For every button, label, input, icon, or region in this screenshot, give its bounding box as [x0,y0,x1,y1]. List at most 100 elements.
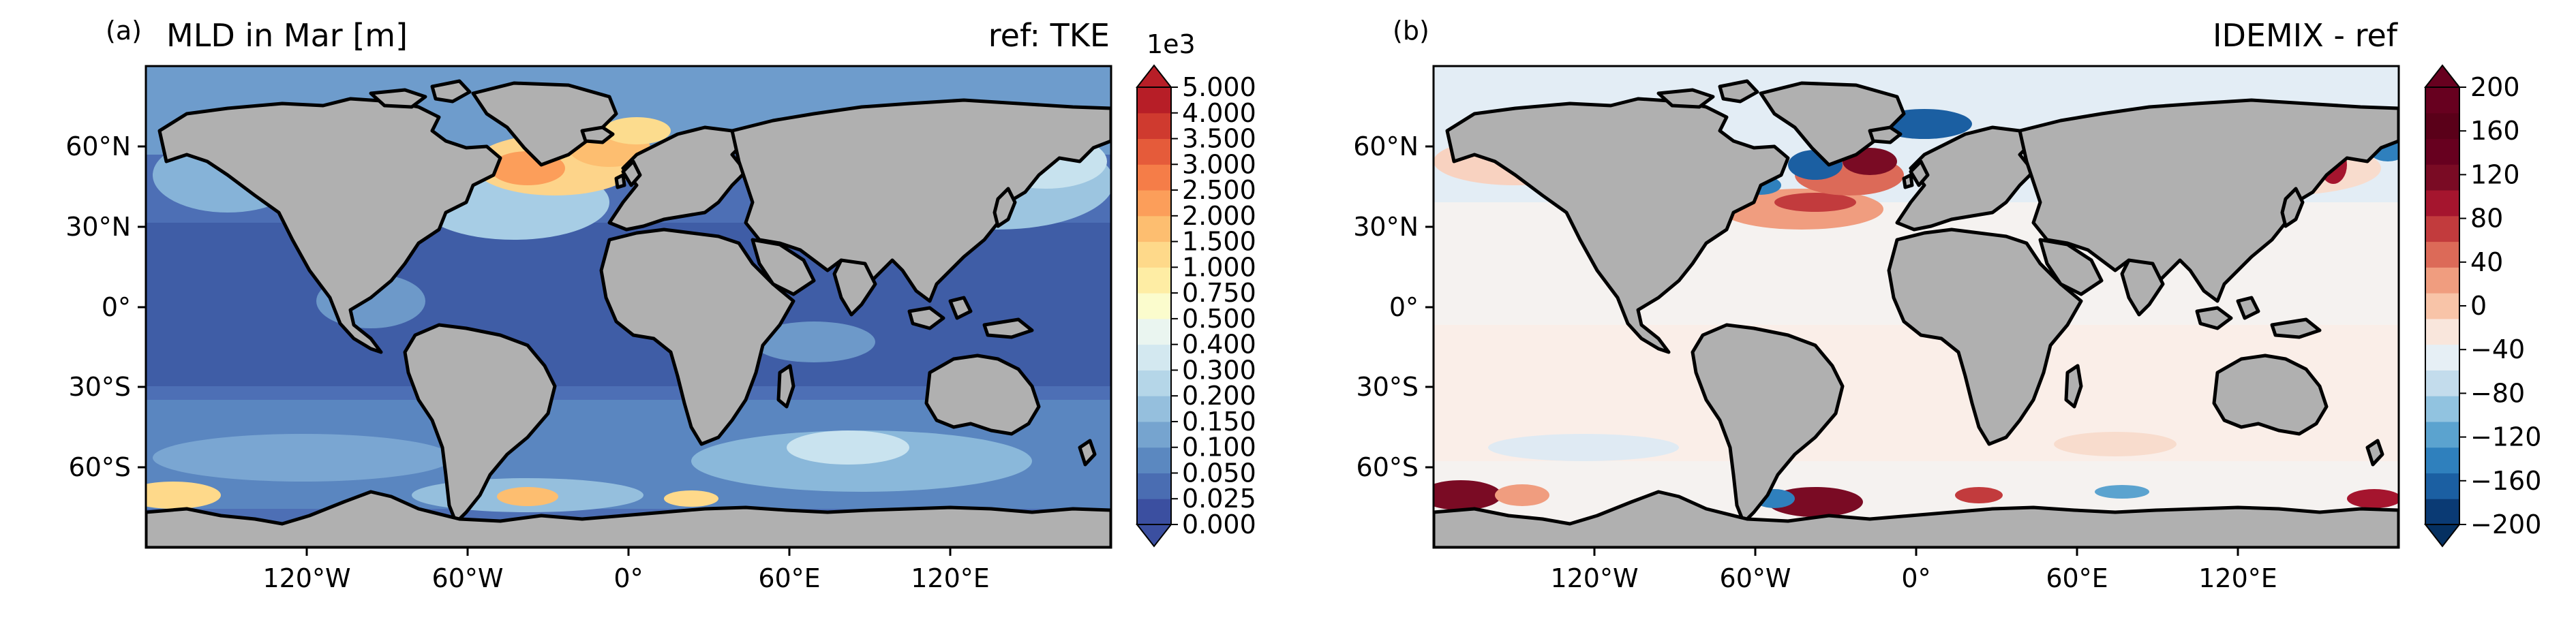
panel-a-colorbar-tick-label: 0.100 [1182,433,1256,462]
panel-a-y-tick: 60°S [69,452,131,482]
panel-b-colorbar-tick-label: 80 [2470,204,2503,234]
panel-a-x-tick: 60°E [758,563,820,593]
panel-a-x-tick: 120°W [262,563,350,593]
panel-b-colorbar-tick-label: 160 [2470,116,2520,146]
panel-a-colorbar-segment [1137,396,1171,422]
panel-b-x-tick: 120°E [2198,563,2277,593]
panel-a-colorbar-segment [1137,473,1171,499]
panel-b-colorbar-segment [2425,138,2459,165]
panel-a-colorbar-tick-label: 0.750 [1182,278,1256,308]
panel-a-colorbar-segment [1137,241,1171,268]
panel-a-y-tick: 30°N [65,212,131,242]
panel-a-colorbar-segment [1137,344,1171,371]
panel-b-colorbar-segment [2425,215,2459,242]
panel-a-colorbar-segment [1137,87,1171,114]
panel-b-colorbar-segment [2425,499,2459,525]
panel-b-y-tick: 30°N [1353,212,1419,242]
panel-a-colorbar-segment [1137,499,1171,525]
panel-a-colorbar-segment [1137,318,1171,345]
panel-b-x-tick: 0° [1901,563,1930,593]
panel-a-colorbar-tick-label: 0.200 [1182,381,1256,411]
panel-a-colorbar-segment [1137,215,1171,242]
panel-b-label: (b) [1393,16,1429,46]
panel-a-colorbar-segment [1137,370,1171,396]
panel-a-colorbar-tick-label: 0.300 [1182,355,1256,385]
panel-a-label: (a) [106,16,142,46]
panel-a: (a) MLD in Mar [m] ref: TKE [65,16,1256,593]
panel-b-y-tick: 0° [1389,292,1419,322]
panel-a-colorbar-segment [1137,190,1171,217]
panel-a-colorbar-tick-label: 5.000 [1182,72,1256,102]
panel-a-y-tick: 0° [102,292,131,322]
panel-a-colorbar-tick-label: 0.150 [1182,407,1256,437]
panel-b-colorbar-segment [2425,164,2459,191]
panel-a-x-axis: 120°W 60°W 0° 60°E 120°E [262,548,990,593]
panel-b-colorbar-segment [2425,447,2459,473]
panel-a-x-tick: 0° [613,563,643,593]
panel-b-colorbar-tick-label: 0 [2470,291,2487,321]
panel-b-colorbar-tick-label: −120 [2470,422,2541,452]
panel-b-colorbar-segment [2425,190,2459,217]
panel-a-colorbar-extend-low [1135,524,1173,548]
panel-a-colorbar-segment [1137,138,1171,165]
panel-a-colorbar-tick-label: 3.000 [1182,149,1256,179]
panel-b-y-tick: 60°S [1357,452,1419,482]
panel-b-map [1434,66,2399,548]
panel-b-colorbar: −200 −160 −120 −80 −40 0 40 80 120 160 200 [2423,64,2541,548]
panel-b-colorbar-segment [2425,112,2459,140]
panel-b-colorbar-tick-label: −160 [2470,466,2541,496]
panel-a-title-right: ref: TKE [988,17,1110,54]
panel-b-colorbar-extend-low [2423,524,2461,548]
panel-a-colorbar-extend-high [1135,64,1173,88]
panel-b-colorbar-segment [2425,473,2459,499]
panel-b-x-axis: 120°W 60°W 0° 60°E 120°E [1550,548,2277,593]
panel-a-colorbar-segment [1137,447,1171,473]
panel-a-y-axis: 60°N 30°N 0° 30°S 60°S [65,131,146,482]
panel-a-title-left: MLD in Mar [m] [166,17,408,54]
panel-a-colorbar-tick-label: 0.025 [1182,484,1256,514]
panel-b-colorbar-segment [2425,370,2459,396]
panel-a-colorbar-tick-label: 2.500 [1182,175,1256,205]
panel-b-colorbar-tick-label: 200 [2470,72,2520,102]
panel-b-y-tick: 30°S [1357,372,1419,402]
panel-b-colorbar-segment [2425,344,2459,371]
panel-a-colorbar-tick-label: 0.050 [1182,458,1256,488]
panel-b-y-axis: 60°N 30°N 0° 30°S 60°S [1353,131,1434,482]
panel-b-colorbar-tick-label: 40 [2470,247,2503,277]
panel-b-x-tick: 120°W [1550,563,1638,593]
panel-b-colorbar-tick-label: −40 [2470,334,2525,364]
panel-a-colorbar-segment [1137,112,1171,140]
panel-b-colorbar-segment [2425,87,2459,114]
panel-a-colorbar-tick-label: 1.500 [1182,227,1256,257]
panel-b-y-tick: 60°N [1353,131,1419,161]
panel-a-colorbar-tick-label: 2.000 [1182,201,1256,231]
panel-a-colorbar-tick-label: 0.400 [1182,330,1256,360]
panel-b-colorbar-extend-high [2423,64,2461,88]
panel-b-colorbar-segment [2425,421,2459,448]
panel-a-colorbar: 1e3 0.0000.0250.0500.1000.1500.2000.3000… [1135,29,1256,548]
panel-a-y-tick: 30°S [69,372,131,402]
panel-a-colorbar-segment [1137,267,1171,294]
panel-a-colorbar-tick-label: 0.000 [1182,509,1256,539]
panel-b-colorbar-segment [2425,293,2459,319]
panel-b: (b) IDEMIX - ref [1353,16,2541,593]
panel-a-colorbar-offset: 1e3 [1147,29,1196,59]
panel-b-x-tick: 60°E [2046,563,2108,593]
panel-b-colorbar-segment [2425,241,2459,268]
panel-a-map [146,66,1111,548]
panel-b-colorbar-segment [2425,396,2459,422]
panel-a-colorbar-tick-label: 3.500 [1182,124,1256,154]
panel-a-colorbar-tick-label: 1.000 [1182,252,1256,282]
panel-a-colorbar-segment [1137,293,1171,319]
panel-b-title-right: IDEMIX - ref [2213,17,2399,54]
panel-b-x-tick: 60°W [1720,563,1791,593]
panel-a-x-tick: 60°W [432,563,504,593]
panel-b-colorbar-tick-label: −200 [2470,509,2541,539]
panel-a-colorbar-tick-label: 0.500 [1182,304,1256,334]
panel-a-x-tick: 120°E [911,563,990,593]
panel-b-colorbar-tick-label: 120 [2470,159,2520,189]
panel-a-colorbar-segment [1137,164,1171,191]
panel-a-colorbar-segment [1137,421,1171,448]
panel-b-colorbar-segment [2425,267,2459,294]
